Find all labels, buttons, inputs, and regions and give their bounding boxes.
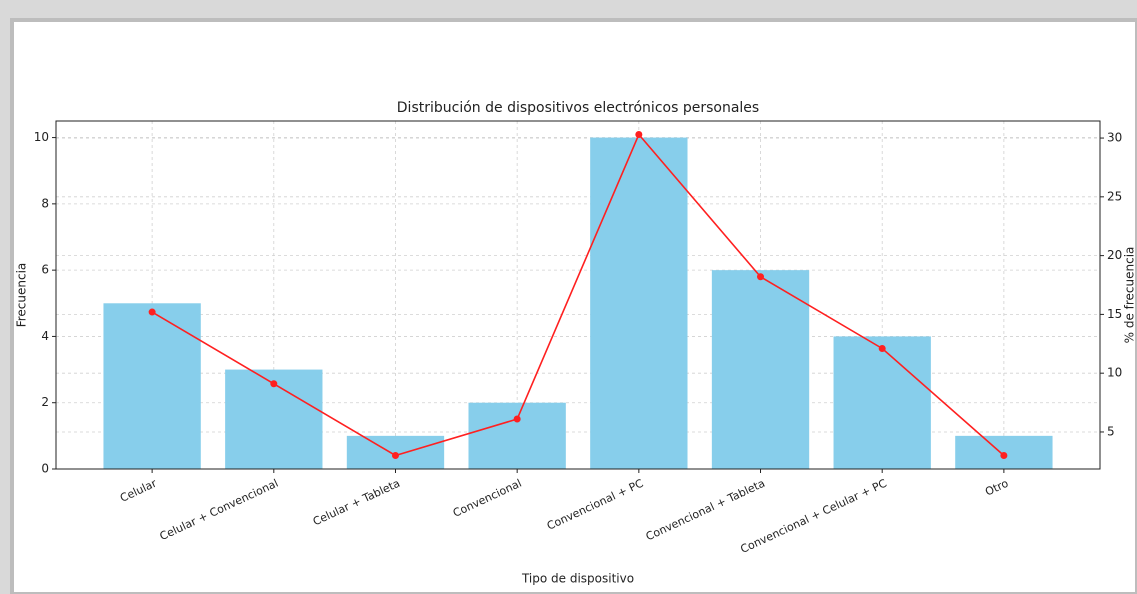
bar: [590, 137, 688, 470]
y-tick-label: 2: [41, 395, 49, 409]
bar: [103, 303, 201, 469]
y2-tick-label: 30: [1107, 131, 1122, 145]
line-point: [1000, 451, 1008, 459]
chart-title: Distribución de dispositivos electrónico…: [397, 100, 759, 116]
y2-axis-title: % de frecuencia: [1123, 247, 1137, 344]
plot-frame: [55, 120, 1101, 470]
y2-tick-label: 5: [1107, 424, 1115, 438]
line-point: [757, 273, 765, 281]
line-point: [270, 380, 278, 388]
y-tick-label: 10: [34, 130, 49, 144]
x-axis-title: Tipo de dispositivo: [521, 572, 634, 586]
y2-tick-label: 25: [1107, 189, 1122, 203]
line-point: [878, 344, 886, 352]
line-point: [148, 308, 156, 316]
y2-tick-label: 15: [1107, 307, 1122, 321]
line-point: [635, 131, 643, 139]
y2-tick-label: 20: [1107, 248, 1122, 262]
y-tick-label: 8: [41, 196, 49, 210]
line-point: [513, 415, 521, 423]
y-tick-label: 0: [41, 462, 49, 476]
line: [151, 133, 1005, 457]
bar: [711, 270, 810, 469]
y-axis-title: Frecuencia: [15, 263, 29, 328]
y-tick-label: 4: [41, 329, 49, 343]
y-tick-label: 6: [41, 263, 49, 277]
bar: [468, 402, 566, 469]
line-point: [391, 451, 399, 459]
bar: [833, 336, 931, 469]
y2-tick-label: 10: [1107, 366, 1122, 380]
